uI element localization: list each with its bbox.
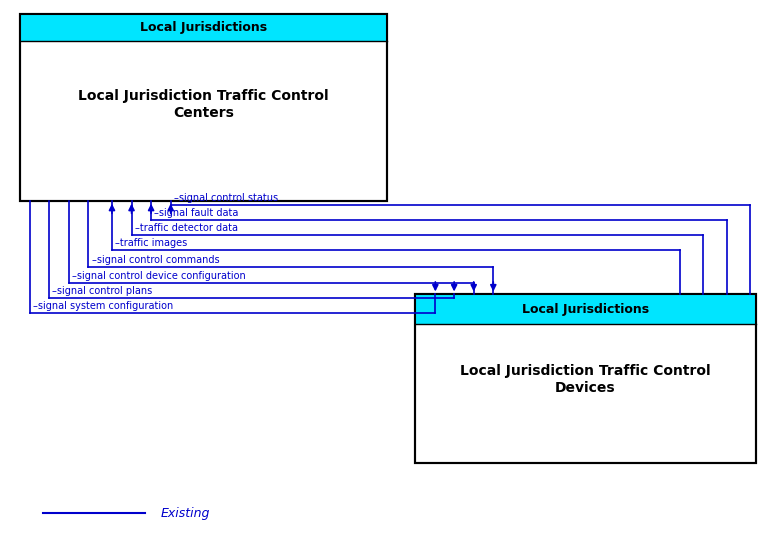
Text: –signal fault data: –signal fault data <box>154 208 239 218</box>
Text: Local Jurisdictions: Local Jurisdictions <box>140 21 267 34</box>
Text: Existing: Existing <box>161 507 210 520</box>
Text: Local Jurisdiction Traffic Control
Centers: Local Jurisdiction Traffic Control Cente… <box>78 89 329 121</box>
Text: –signal control device configuration: –signal control device configuration <box>72 271 246 281</box>
Text: –signal control status: –signal control status <box>174 193 278 203</box>
Bar <box>20 14 387 201</box>
Bar <box>415 294 756 463</box>
Text: –traffic images: –traffic images <box>115 238 187 248</box>
Text: Local Jurisdictions: Local Jurisdictions <box>521 302 649 315</box>
Bar <box>20 14 387 41</box>
Bar <box>415 294 756 463</box>
Text: Local Jurisdiction Traffic Control
Devices: Local Jurisdiction Traffic Control Devic… <box>460 364 711 395</box>
Text: –signal control commands: –signal control commands <box>92 255 219 265</box>
Text: –traffic detector data: –traffic detector data <box>135 223 238 233</box>
Bar <box>415 294 756 324</box>
Bar <box>20 14 387 201</box>
Text: –signal control plans: –signal control plans <box>52 286 153 296</box>
Text: –signal system configuration: –signal system configuration <box>33 301 173 311</box>
